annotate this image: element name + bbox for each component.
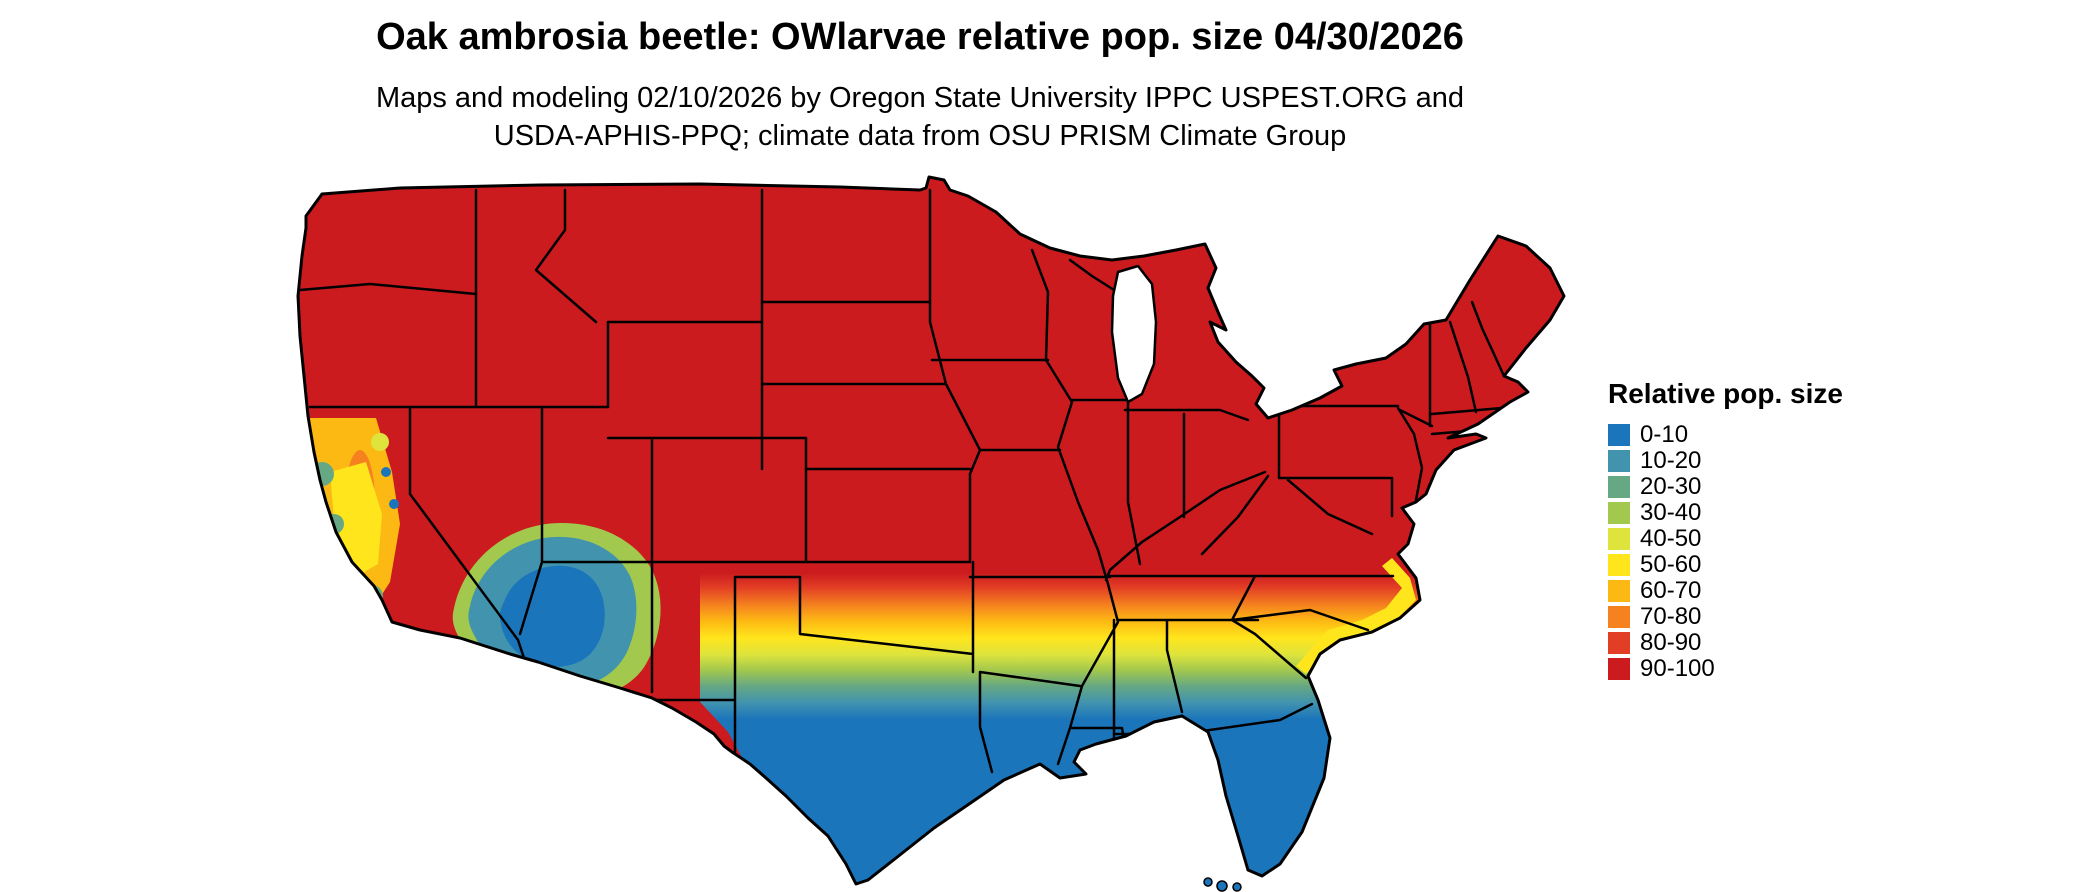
us-map-canvas xyxy=(280,172,1570,892)
legend-row: 0-10 xyxy=(1608,422,1843,448)
lake-michigan xyxy=(1110,264,1158,404)
legend-swatch xyxy=(1608,450,1630,472)
legend-row: 80-90 xyxy=(1608,630,1843,656)
legend-label: 50-60 xyxy=(1640,551,1702,578)
legend-label: 0-10 xyxy=(1640,421,1689,448)
legend-label: 20-30 xyxy=(1640,473,1702,500)
state-borders xyxy=(298,188,1506,774)
legend-swatch xyxy=(1608,632,1630,654)
legend-label: 60-70 xyxy=(1640,577,1702,604)
legend-row: 90-100 xyxy=(1608,656,1843,682)
legend-row: 40-50 xyxy=(1608,526,1843,552)
legend-row: 10-20 xyxy=(1608,448,1843,474)
us-outline xyxy=(296,175,1566,886)
legend-label: 80-90 xyxy=(1640,629,1702,656)
legend-label: 90-100 xyxy=(1640,655,1715,682)
az-nm-highlands-core xyxy=(500,565,605,667)
legend-swatch xyxy=(1608,502,1630,524)
legend-row: 60-70 xyxy=(1608,578,1843,604)
figure-subtitle-line2: USDA-APHIS-PPQ; climate data from OSU PR… xyxy=(493,120,1347,153)
southeast-coastal-patch xyxy=(1296,558,1416,674)
legend-swatch xyxy=(1608,658,1630,680)
legend-label: 40-50 xyxy=(1640,525,1702,552)
figure-subtitle-line1: Maps and modeling 02/10/2026 by Oregon S… xyxy=(375,82,1465,114)
legend-swatch xyxy=(1608,528,1630,550)
florida-keys xyxy=(1203,877,1242,892)
figure-header: Oak ambrosia beetle: OWlarvae relative p… xyxy=(0,16,1840,156)
legend-row: 50-60 xyxy=(1608,552,1843,578)
legend-swatch xyxy=(1608,580,1630,602)
legend-swatch xyxy=(1608,554,1630,576)
legend-title: Relative pop. size xyxy=(1608,378,1843,409)
legend-label: 30-40 xyxy=(1640,499,1702,526)
map-legend: Relative pop. size 0-10 10-20 20-30 30-4… xyxy=(1608,378,1843,682)
legend-swatch xyxy=(1608,476,1630,498)
legend-row: 20-30 xyxy=(1608,474,1843,500)
legend-label: 70-80 xyxy=(1640,603,1702,630)
figure-title: Oak ambrosia beetle: OWlarvae relative p… xyxy=(376,16,1464,58)
legend-swatch xyxy=(1608,424,1630,446)
legend-swatch xyxy=(1608,606,1630,628)
california-patches xyxy=(310,418,400,610)
legend-label: 10-20 xyxy=(1640,447,1702,474)
legend-row: 70-80 xyxy=(1608,604,1843,630)
legend-row: 30-40 xyxy=(1608,500,1843,526)
